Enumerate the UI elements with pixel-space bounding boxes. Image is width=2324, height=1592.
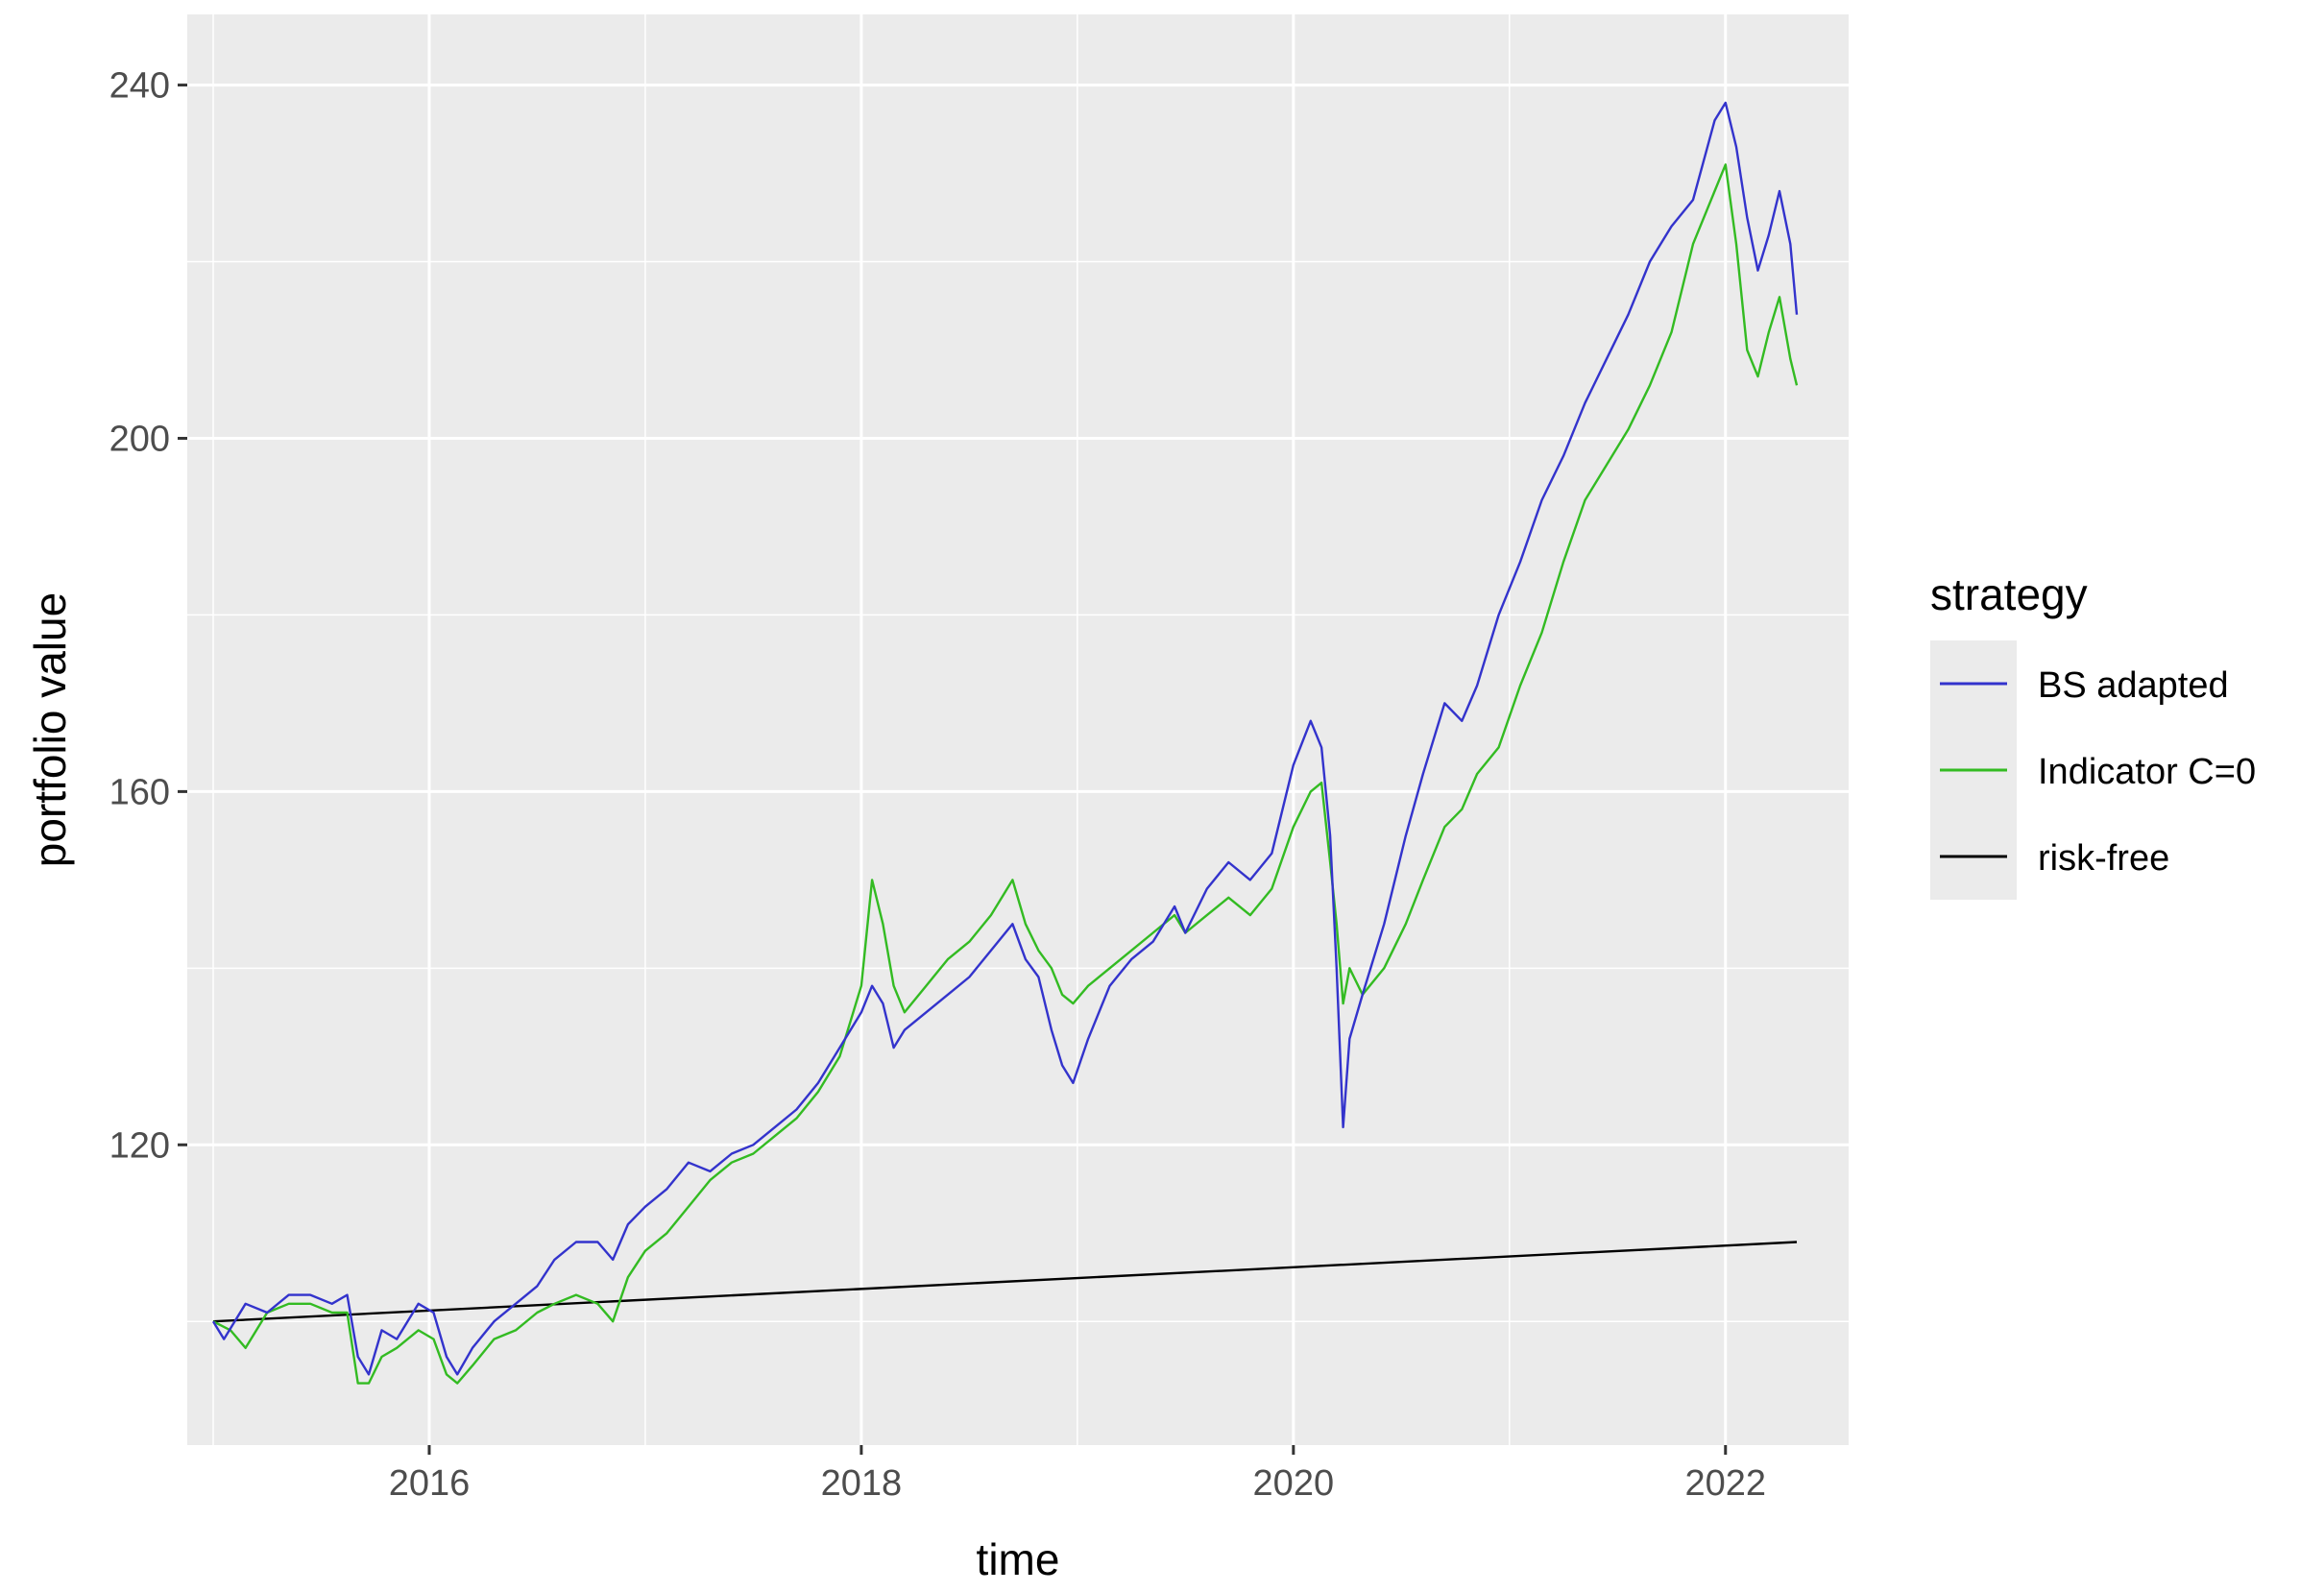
legend-title: strategy <box>1930 569 2088 619</box>
x-axis-title: time <box>977 1534 1060 1584</box>
y-axis-title: portfolio value <box>25 592 75 867</box>
x-tick-label: 2018 <box>821 1463 903 1504</box>
plot-panel <box>187 14 1849 1445</box>
series-line-bs-adapted <box>211 101 1799 1376</box>
axes: 2016 2018 2020 2022 120 160 200 240 <box>109 66 1766 1504</box>
x-tick-label: 2022 <box>1684 1463 1766 1504</box>
y-tick-label: 120 <box>109 1125 170 1166</box>
y-tick-label: 240 <box>109 66 170 107</box>
series-line-indicator-c-0 <box>212 163 1799 1385</box>
gridlines <box>187 14 1849 1445</box>
x-tick-label: 2020 <box>1253 1463 1335 1504</box>
y-tick-label: 160 <box>109 772 170 812</box>
legend-label-bs-adapted: BS adapted <box>2038 665 2229 706</box>
legend: strategy BS adapted Indicator C=0 risk-fre… <box>1930 569 2256 900</box>
legend-label-risk-free: risk-free <box>2038 838 2169 879</box>
series-lines <box>211 101 1799 1385</box>
legend-label-indicator-c-0: Indicator C=0 <box>2038 752 2256 792</box>
x-tick-label: 2016 <box>389 1463 471 1504</box>
series-line-risk-free <box>212 1241 1798 1323</box>
y-tick-label: 200 <box>109 419 170 459</box>
